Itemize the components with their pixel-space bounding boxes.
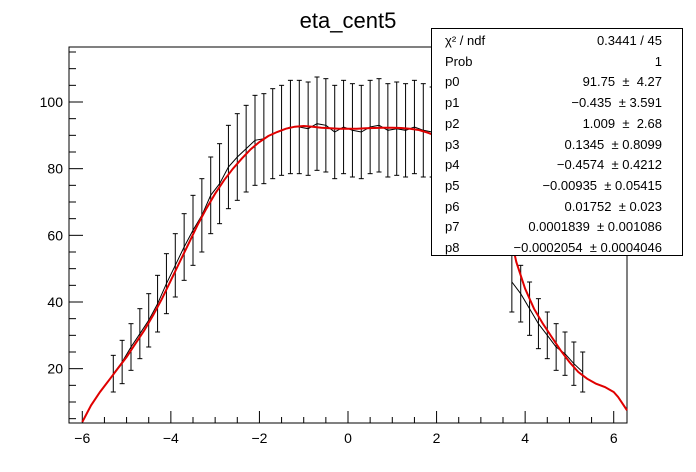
stats-param-value: −0.4574 ± 0.4212 bbox=[556, 157, 662, 173]
stats-row: p2 1.009 ± 2.68 bbox=[432, 112, 682, 134]
stats-param-value: −0.0002054 ± 0.0004046 bbox=[513, 240, 662, 255]
y-axis: 20 40 60 80 100 bbox=[40, 51, 83, 420]
data-line bbox=[511, 281, 584, 373]
stats-param-value: 0.0001839 ± 0.001086 bbox=[528, 219, 662, 235]
stats-row: p7 0.0001839 ± 0.001086 bbox=[432, 215, 682, 237]
stats-row: p4 −0.4574 ± 0.4212 bbox=[432, 153, 682, 175]
stats-param-value: 91.75 ± 4.27 bbox=[582, 74, 662, 90]
stats-param-name: p6 bbox=[445, 198, 460, 214]
stats-param-name: p0 bbox=[445, 74, 460, 90]
x-tick-label: 2 bbox=[433, 430, 441, 446]
stats-param-value: −0.435 ± 3.591 bbox=[571, 95, 662, 111]
y-tick-label: 100 bbox=[40, 94, 64, 110]
stats-param-value: 0.01752 ± 0.023 bbox=[564, 198, 663, 214]
stats-param-value: −0.00935 ± 0.05415 bbox=[542, 177, 662, 193]
x-tick-label: −6 bbox=[74, 430, 90, 446]
y-tick-label: 40 bbox=[47, 294, 63, 310]
stats-box: χ² / ndf 0.3441 / 45 Prob 1 p0 91.75 ± 4.27 p1… bbox=[431, 28, 683, 256]
stats-param-name: p2 bbox=[445, 115, 460, 131]
fit-line bbox=[81, 124, 437, 423]
x-tick-label: −2 bbox=[251, 430, 267, 446]
stats-row: Prob 1 bbox=[432, 50, 682, 72]
y-tick-label: 20 bbox=[47, 361, 63, 377]
y-tick-label: 60 bbox=[47, 227, 63, 243]
x-tick-label: 0 bbox=[344, 430, 352, 446]
stats-param-value: 1.009 ± 2.68 bbox=[582, 115, 662, 131]
stats-param-value: 1 bbox=[654, 53, 662, 69]
stats-row: p1 −0.435 ± 3.591 bbox=[432, 91, 682, 113]
stats-param-value: 0.1345 ± 0.8099 bbox=[564, 136, 663, 152]
stats-param-name: p7 bbox=[445, 219, 460, 235]
y-tick-label: 80 bbox=[47, 161, 63, 177]
stats-param-name: Prob bbox=[445, 53, 473, 69]
stats-row: p8 −0.0002054 ± 0.0004046 bbox=[432, 236, 682, 258]
x-tick-label: 4 bbox=[521, 430, 529, 446]
fit-curve bbox=[81, 124, 628, 423]
stats-param-name: p1 bbox=[445, 95, 460, 111]
stats-param-name: χ² / ndf bbox=[445, 33, 486, 48]
x-axis: −6 −4 −2 0 2 4 6 bbox=[74, 411, 618, 446]
x-tick-label: 6 bbox=[610, 430, 618, 446]
stats-row: p6 0.01752 ± 0.023 bbox=[432, 195, 682, 217]
stats-param-name: p4 bbox=[445, 157, 460, 173]
chart-title: eta_cent5 bbox=[300, 8, 397, 33]
stats-param-value: 0.3441 / 45 bbox=[596, 33, 662, 48]
stats-row: p0 91.75 ± 4.27 bbox=[432, 70, 682, 92]
fit-line bbox=[510, 241, 628, 411]
stats-param-name: p8 bbox=[445, 240, 460, 255]
stats-row: χ² / ndf 0.3441 / 45 bbox=[432, 29, 682, 51]
stats-row: p5 −0.00935 ± 0.05415 bbox=[432, 174, 682, 196]
stats-row: p3 0.1345 ± 0.8099 bbox=[432, 133, 682, 155]
stats-param-name: p5 bbox=[445, 177, 460, 193]
x-tick-label: −4 bbox=[163, 430, 179, 446]
stats-param-name: p3 bbox=[445, 136, 460, 152]
